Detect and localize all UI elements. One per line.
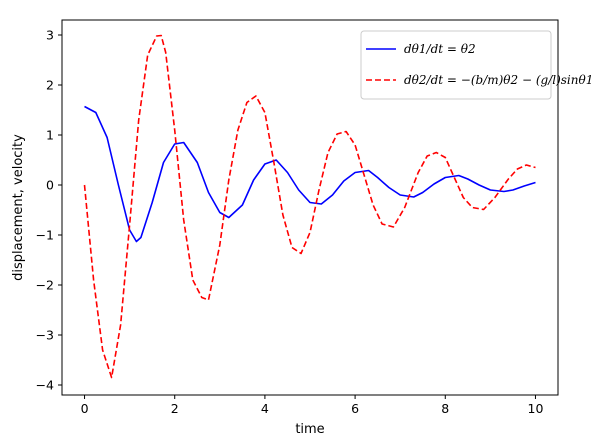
x-tick-label: 8 (441, 401, 449, 416)
legend-label-theta2: dθ2/dt = −(b/m)θ2 − (g/l)sinθ1 (404, 73, 593, 87)
y-tick-label: 2 (46, 78, 54, 93)
legend-label-theta1: dθ1/dt = θ2 (404, 42, 476, 56)
legend: dθ1/dt = θ2 dθ2/dt = −(b/m)θ2 − (g/l)sin… (360, 30, 593, 100)
x-tick-label: 4 (261, 401, 269, 416)
y-axis-ticks: −4 −3 −2 −1 0 1 2 3 (36, 28, 62, 393)
x-tick-label: 2 (171, 401, 179, 416)
y-tick-label: −2 (36, 278, 54, 293)
y-tick-label: −1 (36, 228, 54, 243)
y-tick-label: −3 (36, 328, 54, 343)
y-tick-label: 0 (46, 178, 54, 193)
y-axis-title: displacement, velocity (11, 134, 26, 281)
series-line-1 (83, 34, 536, 379)
plot-area-frame (61, 19, 559, 396)
legend-box (360, 30, 552, 100)
y-tick-label: 3 (46, 28, 54, 43)
x-axis-ticks: 0 2 4 6 8 10 (81, 395, 544, 416)
x-tick-label: 6 (351, 401, 359, 416)
y-tick-label: 1 (46, 128, 54, 143)
x-tick-label: 10 (528, 401, 544, 416)
series-line-0 (84, 105, 536, 243)
x-axis-title: time (295, 422, 324, 437)
series-layer (83, 34, 536, 379)
y-tick-label: −4 (36, 378, 54, 393)
x-tick-label: 0 (81, 401, 89, 416)
